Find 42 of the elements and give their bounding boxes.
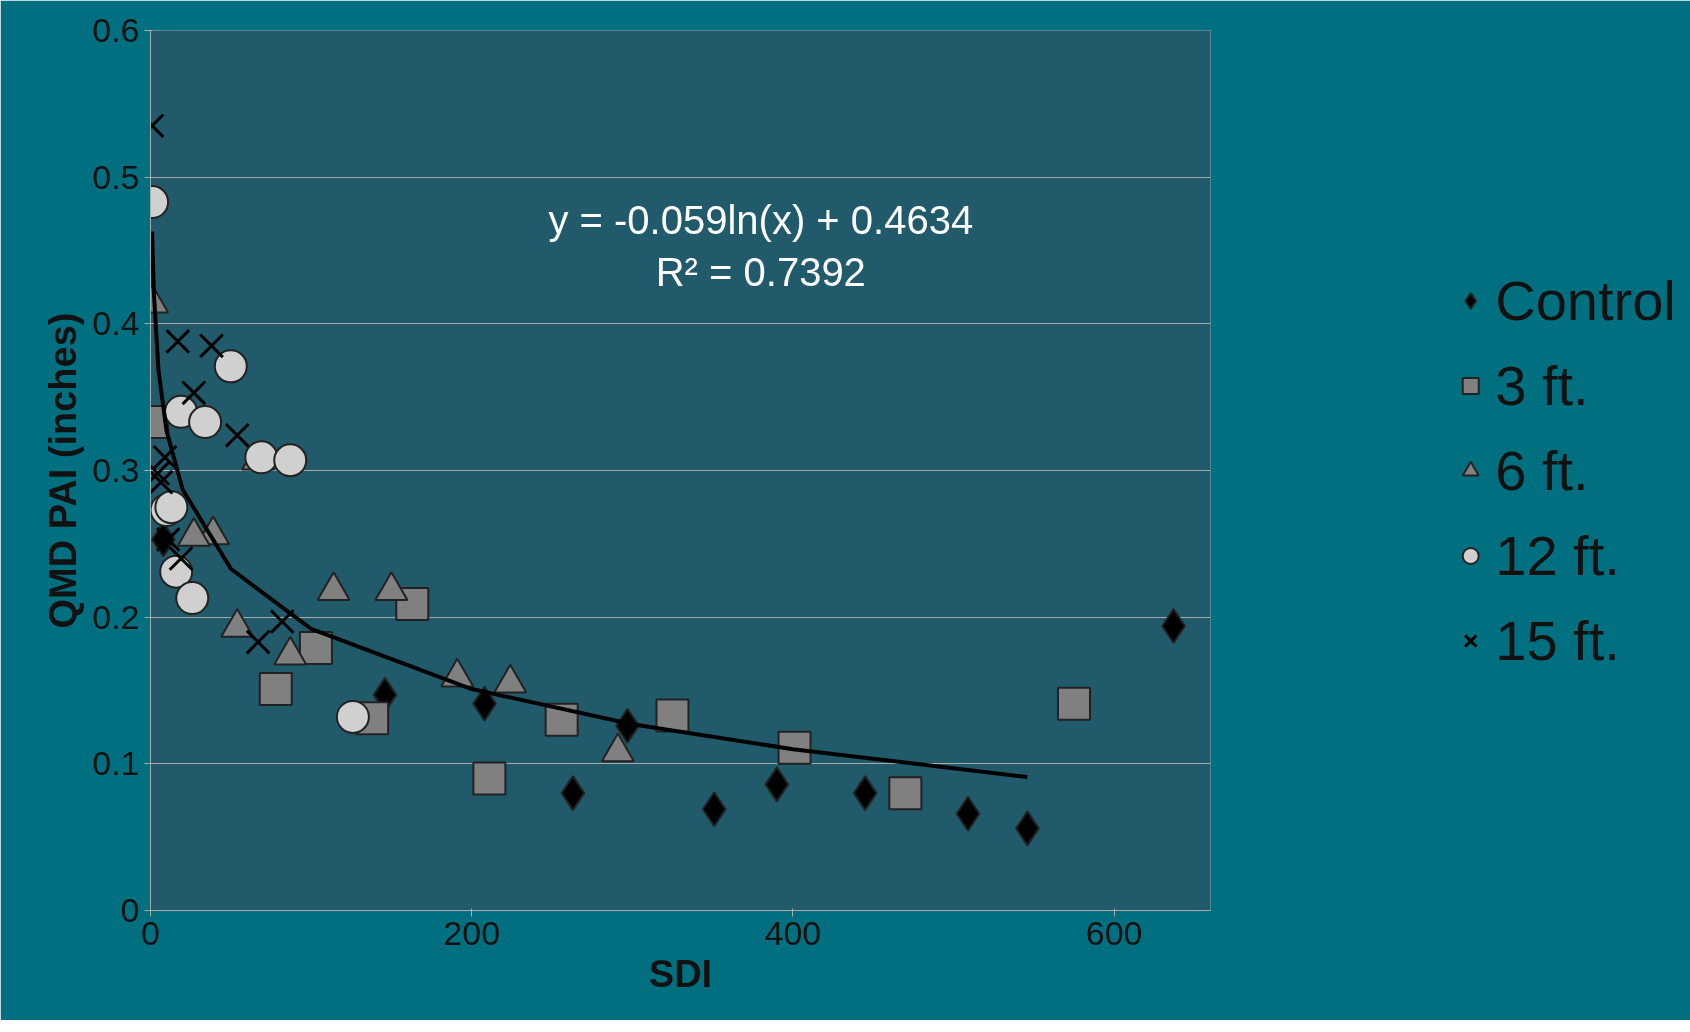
x-tick-label: 600 (1085, 913, 1143, 952)
y-tick-label: 0.3 (92, 451, 140, 489)
point (175, 581, 210, 616)
point (155, 526, 181, 553)
point (655, 698, 690, 733)
point (152, 444, 178, 471)
y-axis-title: QMD PAI (inches) (42, 312, 85, 629)
point (472, 761, 507, 796)
point (955, 795, 981, 832)
y-tick-label: 0.2 (92, 597, 140, 636)
x-tick-label: 200 (443, 913, 501, 952)
y-tick-label: 0.1 (92, 744, 140, 783)
legend-label: 3 ft. (1495, 352, 1589, 418)
point (888, 776, 923, 811)
point (164, 328, 191, 355)
point (335, 699, 370, 734)
y-tick-label: 0.5 (92, 157, 140, 196)
point (244, 440, 279, 475)
point (560, 775, 586, 812)
point (224, 422, 251, 449)
point (188, 405, 223, 440)
point (213, 349, 248, 384)
legend-label: 6 ft. (1495, 437, 1589, 503)
point (269, 608, 296, 635)
point (764, 766, 790, 803)
point (258, 672, 293, 707)
point (273, 443, 308, 478)
x-axis-title: SDI (648, 952, 713, 995)
legend-label: Control (1495, 267, 1676, 333)
y-tick-label: 0.6 (92, 11, 140, 49)
point (852, 775, 878, 812)
point (245, 629, 271, 655)
y-tick-label: 0.4 (92, 304, 140, 343)
point (150, 469, 174, 496)
point (1056, 686, 1091, 721)
legend-label: 12 ft. (1495, 522, 1620, 588)
point (701, 791, 727, 828)
annotation: y = -0.059ln(x) + 0.4634 R² = 0.7392 (548, 197, 974, 295)
point (181, 379, 207, 406)
legend-label: 15 ft. (1495, 607, 1620, 673)
x-tick-label: 400 (764, 913, 822, 952)
point (198, 333, 225, 359)
